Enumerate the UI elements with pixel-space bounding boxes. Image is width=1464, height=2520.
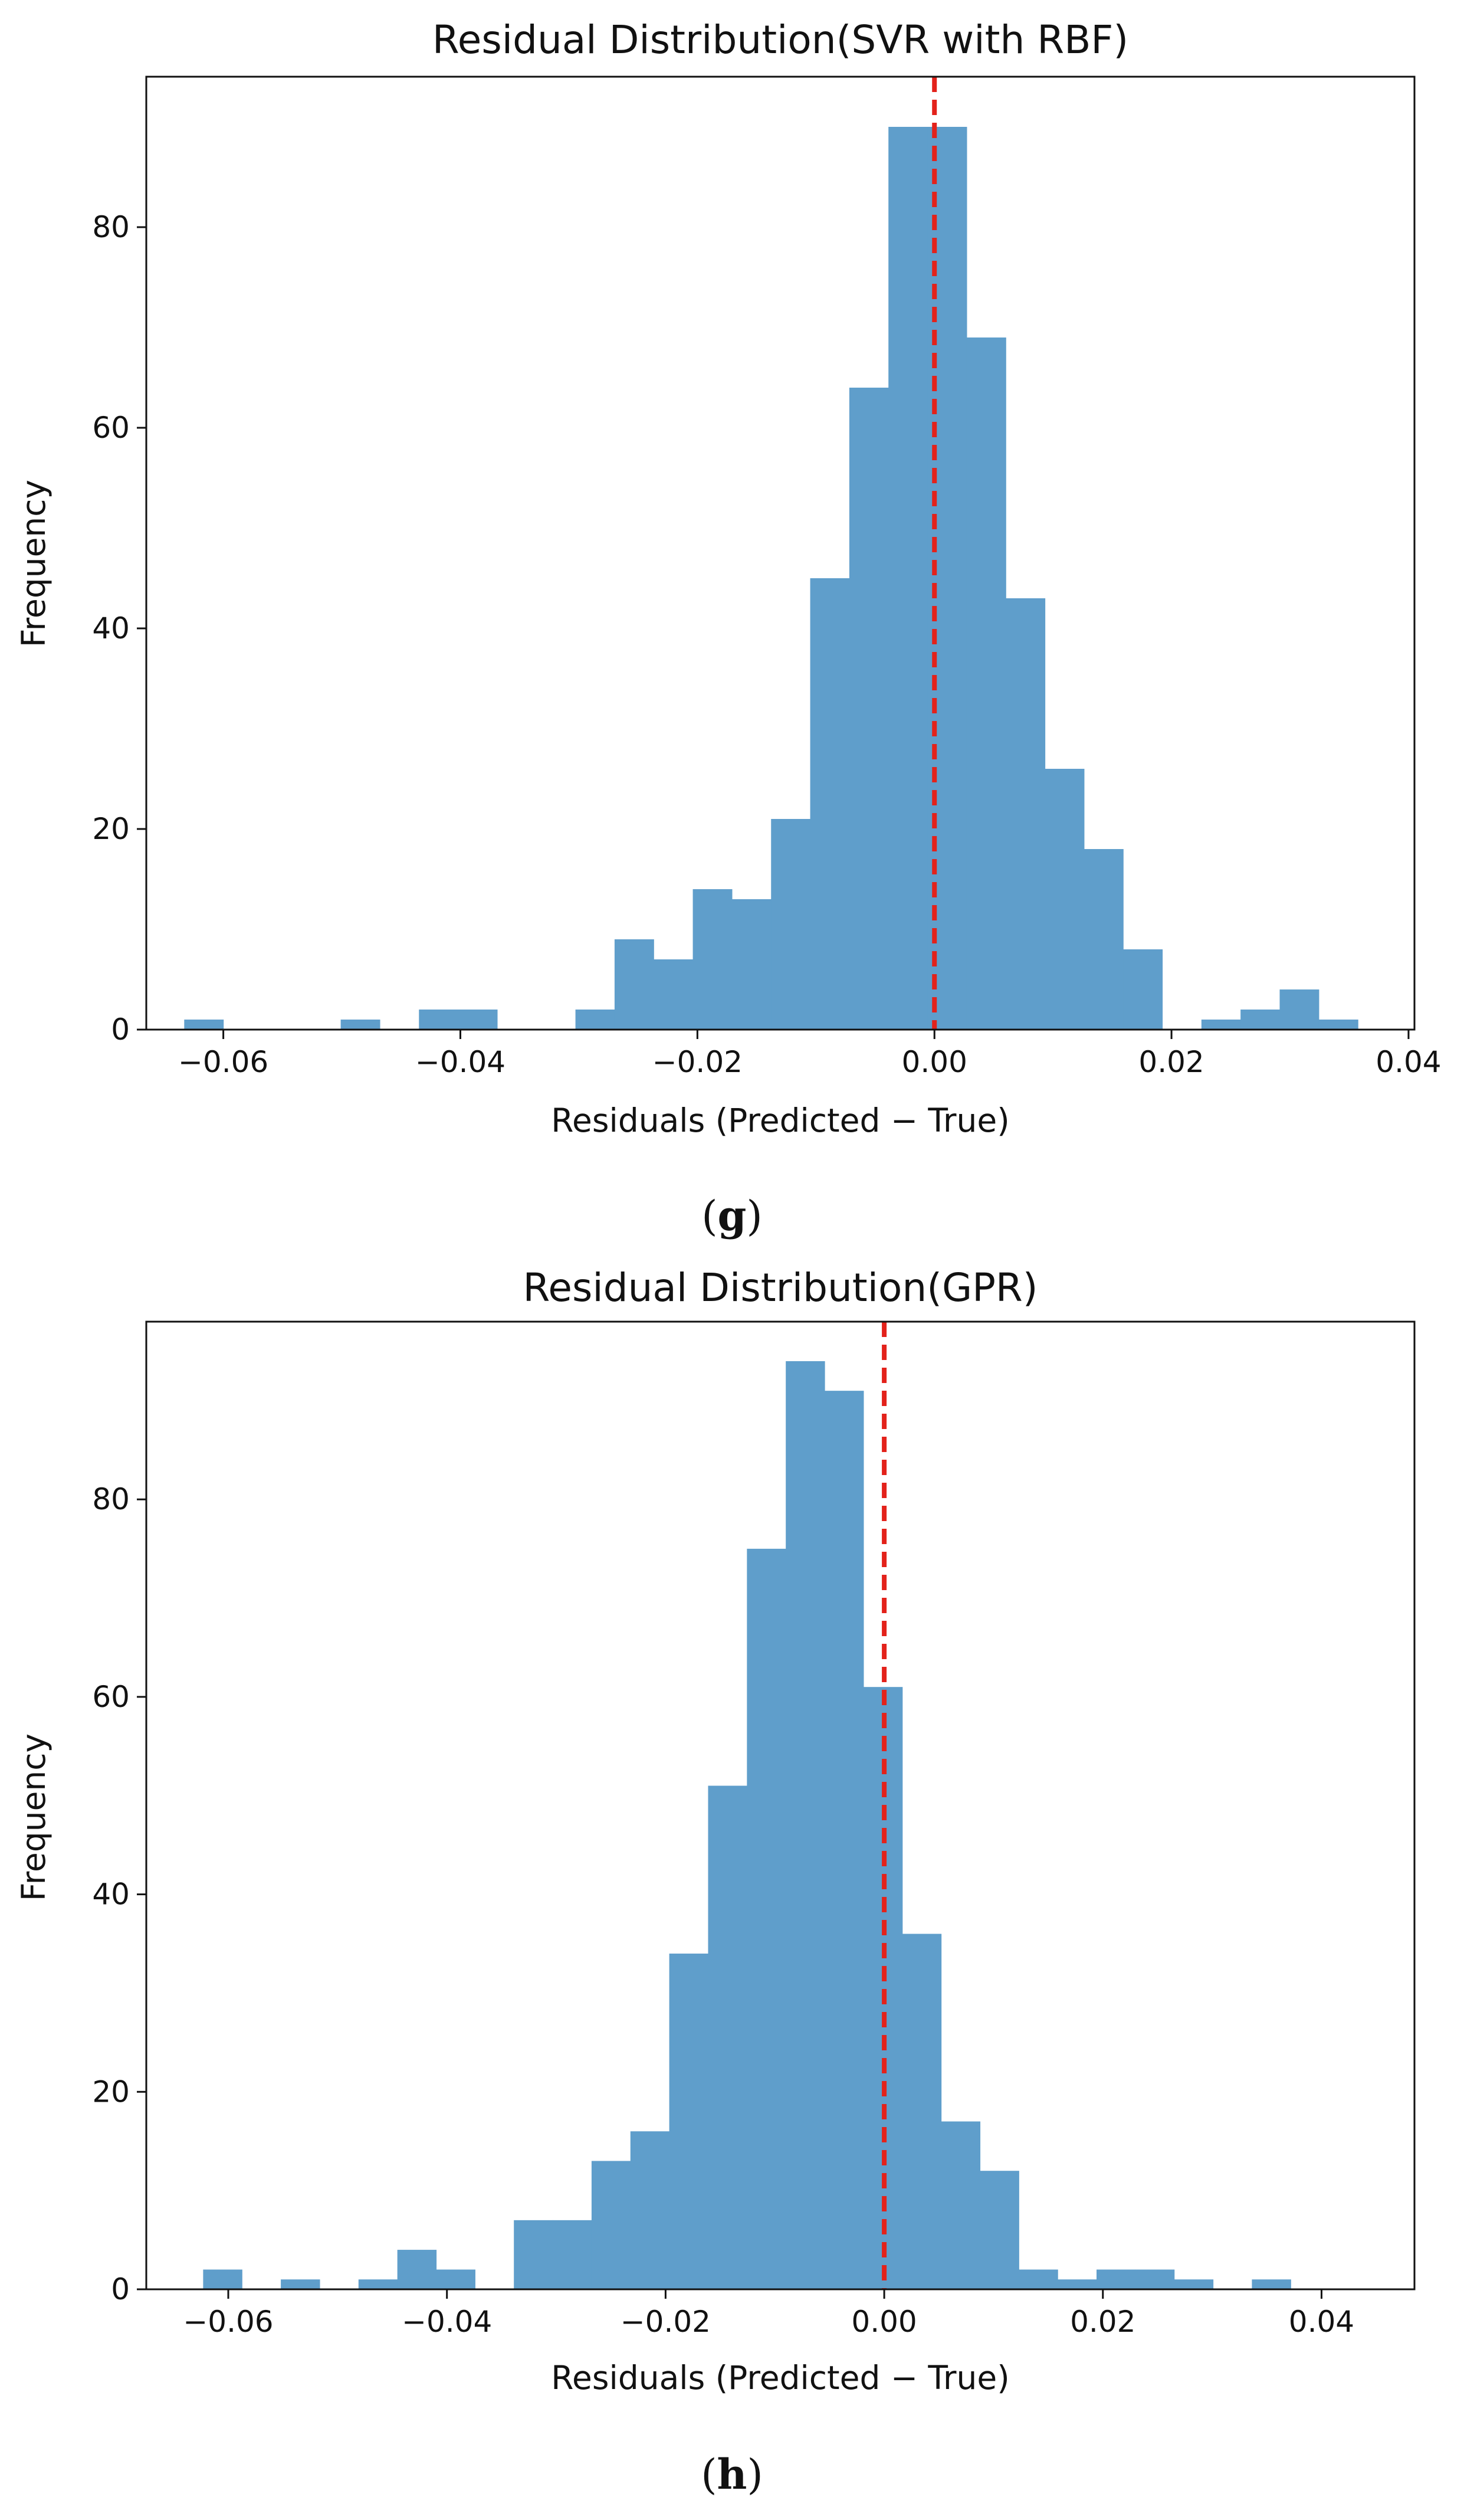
x-tick-label: 0.00 [902, 1045, 967, 1079]
histogram-bar [1135, 2269, 1175, 2289]
x-axis-ticks: −0.06 −0.04 −0.02 0.00 0.02 0.04 [178, 1030, 1442, 1079]
chart-svr-rbf: Residual Distribution(SVR with RBF) 0 20 4… [15, 17, 1442, 1240]
histogram-bar [1123, 949, 1163, 1030]
histogram-bar [358, 2279, 398, 2289]
histogram-bar [436, 2269, 475, 2289]
x-tick-label: −0.02 [621, 2305, 711, 2339]
histogram-bar [692, 889, 733, 1030]
panel-caption-letter: h [717, 2450, 747, 2499]
panel-caption: (h) [701, 2450, 763, 2499]
y-tick-label: 60 [92, 411, 130, 445]
histogram-bar [1045, 769, 1085, 1030]
histogram-bar [654, 959, 694, 1030]
histogram-bar [184, 1020, 224, 1030]
y-tick-label: 20 [92, 2075, 130, 2109]
plot-frame [145, 76, 1416, 1031]
histogram-bar [575, 1010, 615, 1030]
chart-title: Residual Distribution(GPR) [523, 1265, 1038, 1310]
histogram-bar [786, 1361, 825, 2289]
x-tick-label: 0.04 [1289, 2305, 1354, 2339]
histogram-bar [927, 127, 967, 1030]
histogram-bar [771, 819, 811, 1030]
histogram-bar [614, 939, 654, 1030]
panel-caption: (g) [701, 1191, 763, 1240]
histogram-bar [1084, 849, 1124, 1030]
x-axis-ticks: −0.06 −0.04 −0.02 0.00 0.02 0.04 [183, 2289, 1354, 2339]
histogram-bar [708, 1785, 747, 2289]
y-axis-label: Frequency [15, 480, 52, 647]
histogram-bar [1006, 598, 1046, 1030]
histogram-bar [941, 2121, 981, 2289]
plot-frame [145, 1320, 1416, 2290]
histogram-bar [825, 1391, 864, 2289]
histogram-bar [514, 2220, 553, 2289]
histogram-bar [980, 2171, 1019, 2289]
histogram-bar [553, 2220, 592, 2289]
histogram-bar [1318, 1020, 1358, 1030]
x-tick-label: −0.04 [415, 1045, 505, 1079]
y-tick-label: 60 [92, 1680, 130, 1714]
x-tick-label: −0.06 [183, 2305, 273, 2339]
histogram-bar [1240, 1010, 1281, 1030]
chart-gpr: Residual Distribution(GPR) 0 20 40 60 80 −0.… [15, 1265, 1416, 2499]
x-axis-label: Residuals (Predicted − True) [551, 1102, 1009, 1139]
histogram-bar [1201, 1020, 1241, 1030]
histogram-bars [184, 127, 1358, 1030]
y-tick-label: 80 [92, 1482, 130, 1516]
y-tick-label: 80 [92, 210, 130, 244]
histogram-bar [669, 1954, 709, 2289]
histogram-bars [203, 1361, 1291, 2289]
x-tick-label: −0.02 [652, 1045, 743, 1079]
y-tick-label: 40 [92, 1877, 130, 1912]
histogram-bar [630, 2131, 670, 2289]
panel-caption-letter: g [718, 1191, 747, 1240]
x-tick-label: 0.02 [1138, 1045, 1204, 1079]
histogram-bar [397, 2250, 437, 2289]
histogram-bar [731, 899, 772, 1030]
y-axis-label: Frequency [15, 1733, 52, 1901]
x-tick-label: 0.04 [1376, 1045, 1441, 1079]
chart-title: Residual Distribution(SVR with RBF) [432, 17, 1128, 63]
histogram-bar [810, 578, 850, 1030]
histogram-bar [591, 2161, 631, 2289]
x-tick-label: −0.04 [402, 2305, 492, 2339]
histogram-bar [747, 1548, 786, 2289]
y-tick-label: 0 [111, 2272, 130, 2306]
histogram-bar [458, 1010, 498, 1030]
y-tick-label: 0 [111, 1012, 130, 1047]
histogram-bar [1174, 2279, 1214, 2289]
y-axis-ticks: 0 20 40 60 80 [92, 1482, 146, 2306]
x-tick-label: −0.06 [178, 1045, 268, 1079]
histogram-bar [1019, 2269, 1058, 2289]
histogram-bar [1252, 2279, 1291, 2289]
histogram-bar [888, 127, 928, 1030]
histogram-bar [902, 1934, 942, 2289]
y-axis-ticks: 0 20 40 60 80 [92, 210, 146, 1047]
histogram-bar [966, 337, 1006, 1030]
histogram-bar [1097, 2269, 1136, 2289]
histogram-bar [281, 2279, 320, 2289]
histogram-bar [1058, 2279, 1097, 2289]
x-axis-label: Residuals (Predicted − True) [551, 2359, 1009, 2397]
histogram-bar [419, 1010, 459, 1030]
histogram-bar [203, 2269, 242, 2289]
x-tick-label: 0.00 [851, 2305, 917, 2339]
x-tick-label: 0.02 [1070, 2305, 1135, 2339]
y-tick-label: 20 [92, 812, 130, 846]
y-tick-label: 40 [92, 611, 130, 645]
histogram-bar [1279, 989, 1319, 1030]
histogram-bar [340, 1020, 380, 1030]
histogram-bar [849, 388, 889, 1030]
